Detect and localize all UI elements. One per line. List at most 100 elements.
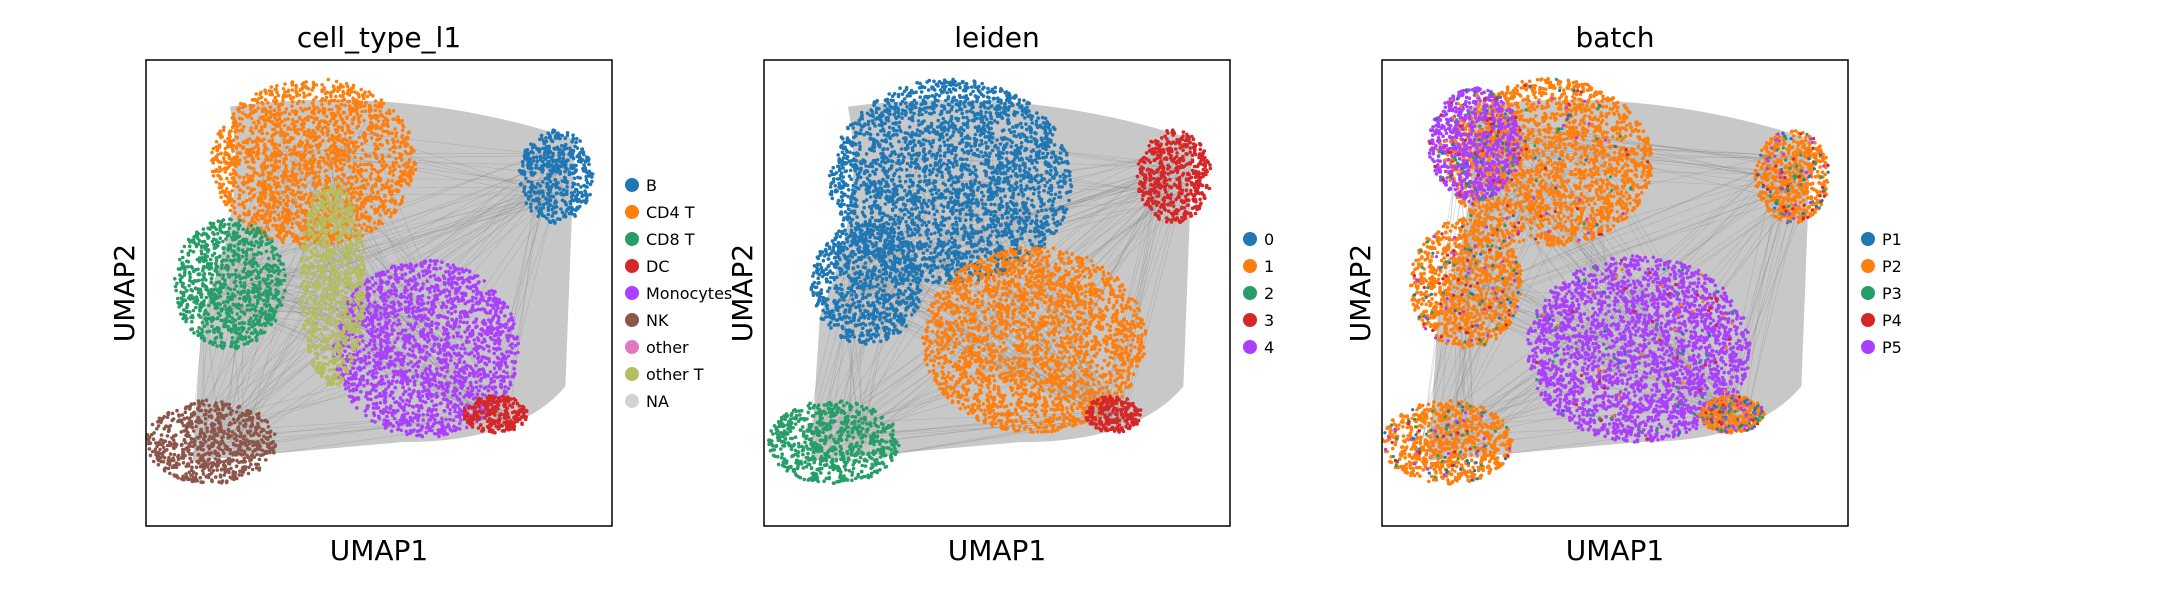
data-point [474,380,478,385]
data-point [275,223,279,228]
graph-edge [340,155,558,200]
data-point [389,288,393,293]
data-point [277,184,282,188]
data-point [382,381,387,386]
data-point [300,228,305,233]
data-point [338,85,343,89]
data-point [277,143,282,148]
data-point [204,295,209,300]
graph-edge [337,175,547,260]
data-point [233,318,238,323]
data-point [432,266,436,271]
data-point [453,409,457,414]
data-point [355,112,360,116]
data-point [416,294,420,299]
data-point [407,160,411,165]
graph-edge [249,198,541,258]
data-point [472,374,476,378]
data-point [276,105,281,110]
data-point [393,269,398,273]
data-point [179,296,184,301]
data-point [374,114,379,118]
data-point [243,140,247,145]
data-point [317,159,322,164]
data-point [288,152,293,157]
data-point [295,221,299,225]
data-point [426,338,431,343]
data-point [275,233,279,238]
data-point [373,108,378,112]
data-point [373,211,378,215]
data-point [395,313,400,317]
graph-edge [279,155,441,369]
data-point [290,88,295,92]
data-point [365,391,369,395]
data-point [395,139,400,143]
data-point [295,215,300,219]
data-point [261,168,265,172]
data-point [411,344,415,349]
data-point [232,287,237,292]
data-point [378,204,382,209]
data-point [259,192,263,196]
data-point [200,330,204,334]
graph-edge [358,132,553,157]
data-point [350,400,354,404]
data-point [440,416,444,421]
data-point [202,324,207,329]
data-point [249,277,254,282]
data-point [516,341,521,346]
data-point [288,93,292,98]
data-point [275,90,279,95]
graph-edge [188,297,207,461]
data-point [373,182,378,186]
data-point [226,286,230,290]
data-point [491,299,496,303]
data-point [256,151,261,156]
data-point [466,386,470,391]
data-point [403,279,408,283]
data-point [220,285,224,290]
data-point [410,311,415,315]
data-point [312,138,316,143]
data-point [260,235,264,239]
data-point [285,203,290,208]
data-point [314,95,319,100]
data-point [410,404,415,409]
data-point [442,393,447,398]
data-point [245,330,249,334]
data-point [265,131,270,136]
data-point [482,337,487,342]
data-point [417,359,422,364]
data-point [211,174,216,178]
data-point [314,135,319,139]
data-point [413,362,417,367]
data-point [343,349,347,354]
data-point [297,115,302,120]
data-point [468,286,473,291]
data-point [208,341,212,345]
data-point [295,90,299,95]
data-point [446,280,451,285]
data-point [455,343,460,348]
data-point [483,374,487,378]
data-point [280,210,285,215]
data-point [217,291,221,296]
data-point [403,299,408,304]
data-point [365,315,370,320]
data-point [454,296,459,301]
data-point [444,331,449,336]
data-point [457,271,462,276]
data-point [238,122,242,127]
data-point [212,340,217,345]
data-point [363,197,367,201]
data-point [214,245,218,250]
data-point [414,404,419,408]
data-point [279,303,284,308]
data-point [366,372,370,376]
data-point [377,137,382,141]
data-point [372,289,377,294]
data-point [507,317,512,322]
data-point [451,263,456,268]
data-point [359,174,364,179]
